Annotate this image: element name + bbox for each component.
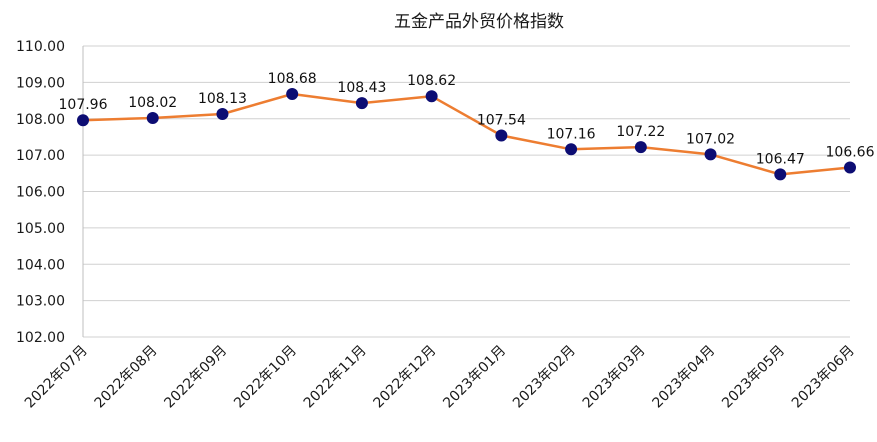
data-label: 108.43 — [337, 80, 386, 96]
data-label: 107.54 — [477, 112, 526, 128]
data-point — [565, 143, 578, 156]
data-labels: 107.96 108.02 108.13 108.68 108.43 108.62 107.… — [59, 71, 875, 167]
data-point — [216, 108, 229, 121]
data-label: 107.96 — [59, 97, 108, 113]
data-label: 108.13 — [198, 91, 247, 107]
data-label: 108.02 — [128, 95, 177, 111]
y-tick-label: 109.00 — [16, 75, 65, 91]
y-tick-label: 106.00 — [16, 185, 65, 201]
x-tick-label: 2023年02月 — [510, 343, 579, 412]
y-tick-label: 110.00 — [16, 39, 65, 55]
x-axis-ticks: 2022年07月 2022年08月 2022年09月 2022年10月 2022年11月… — [22, 343, 858, 412]
data-point — [425, 90, 438, 103]
data-label: 107.02 — [686, 131, 735, 147]
y-tick-label: 102.00 — [16, 330, 65, 346]
data-point — [355, 97, 368, 110]
data-point — [77, 114, 89, 127]
x-tick-label: 2023年04月 — [649, 343, 718, 412]
chart-title: 五金产品外贸价格指数 — [394, 12, 564, 32]
data-label: 106.66 — [826, 144, 875, 160]
data-point — [704, 148, 717, 161]
x-tick-label: 2022年10月 — [231, 343, 300, 412]
x-tick-label: 2022年12月 — [371, 343, 440, 412]
y-tick-label: 108.00 — [16, 112, 65, 128]
data-point — [774, 168, 787, 181]
series-line — [82, 92, 851, 176]
y-tick-label: 105.00 — [16, 221, 65, 237]
data-point — [286, 88, 299, 101]
y-tick-label: 104.00 — [16, 257, 65, 273]
y-tick-label: 103.00 — [16, 294, 65, 310]
grid — [82, 45, 850, 338]
x-tick-label: 2023年03月 — [580, 343, 649, 412]
x-tick-label: 2022年11月 — [301, 343, 370, 412]
series-line-group — [77, 88, 856, 181]
x-tick-label: 2023年01月 — [440, 343, 509, 412]
data-point — [844, 161, 856, 174]
x-tick-label: 2023年06月 — [789, 343, 858, 412]
data-label: 107.22 — [616, 124, 665, 140]
x-tick-label: 2022年09月 — [161, 343, 230, 412]
data-label: 108.68 — [268, 71, 317, 87]
x-tick-label: 2023年05月 — [719, 343, 788, 412]
data-point — [495, 129, 508, 142]
data-label: 107.16 — [547, 126, 596, 142]
x-tick-label: 2022年08月 — [92, 343, 161, 412]
data-label: 108.62 — [407, 73, 456, 89]
x-tick-label: 2022年07月 — [22, 343, 91, 412]
data-label: 106.47 — [756, 151, 805, 167]
data-point — [634, 141, 647, 154]
data-point — [146, 112, 159, 125]
y-tick-label: 107.00 — [16, 148, 65, 164]
y-axis-ticks: 110.00 109.00 108.00 107.00 106.00 105.00 104.… — [16, 39, 65, 346]
